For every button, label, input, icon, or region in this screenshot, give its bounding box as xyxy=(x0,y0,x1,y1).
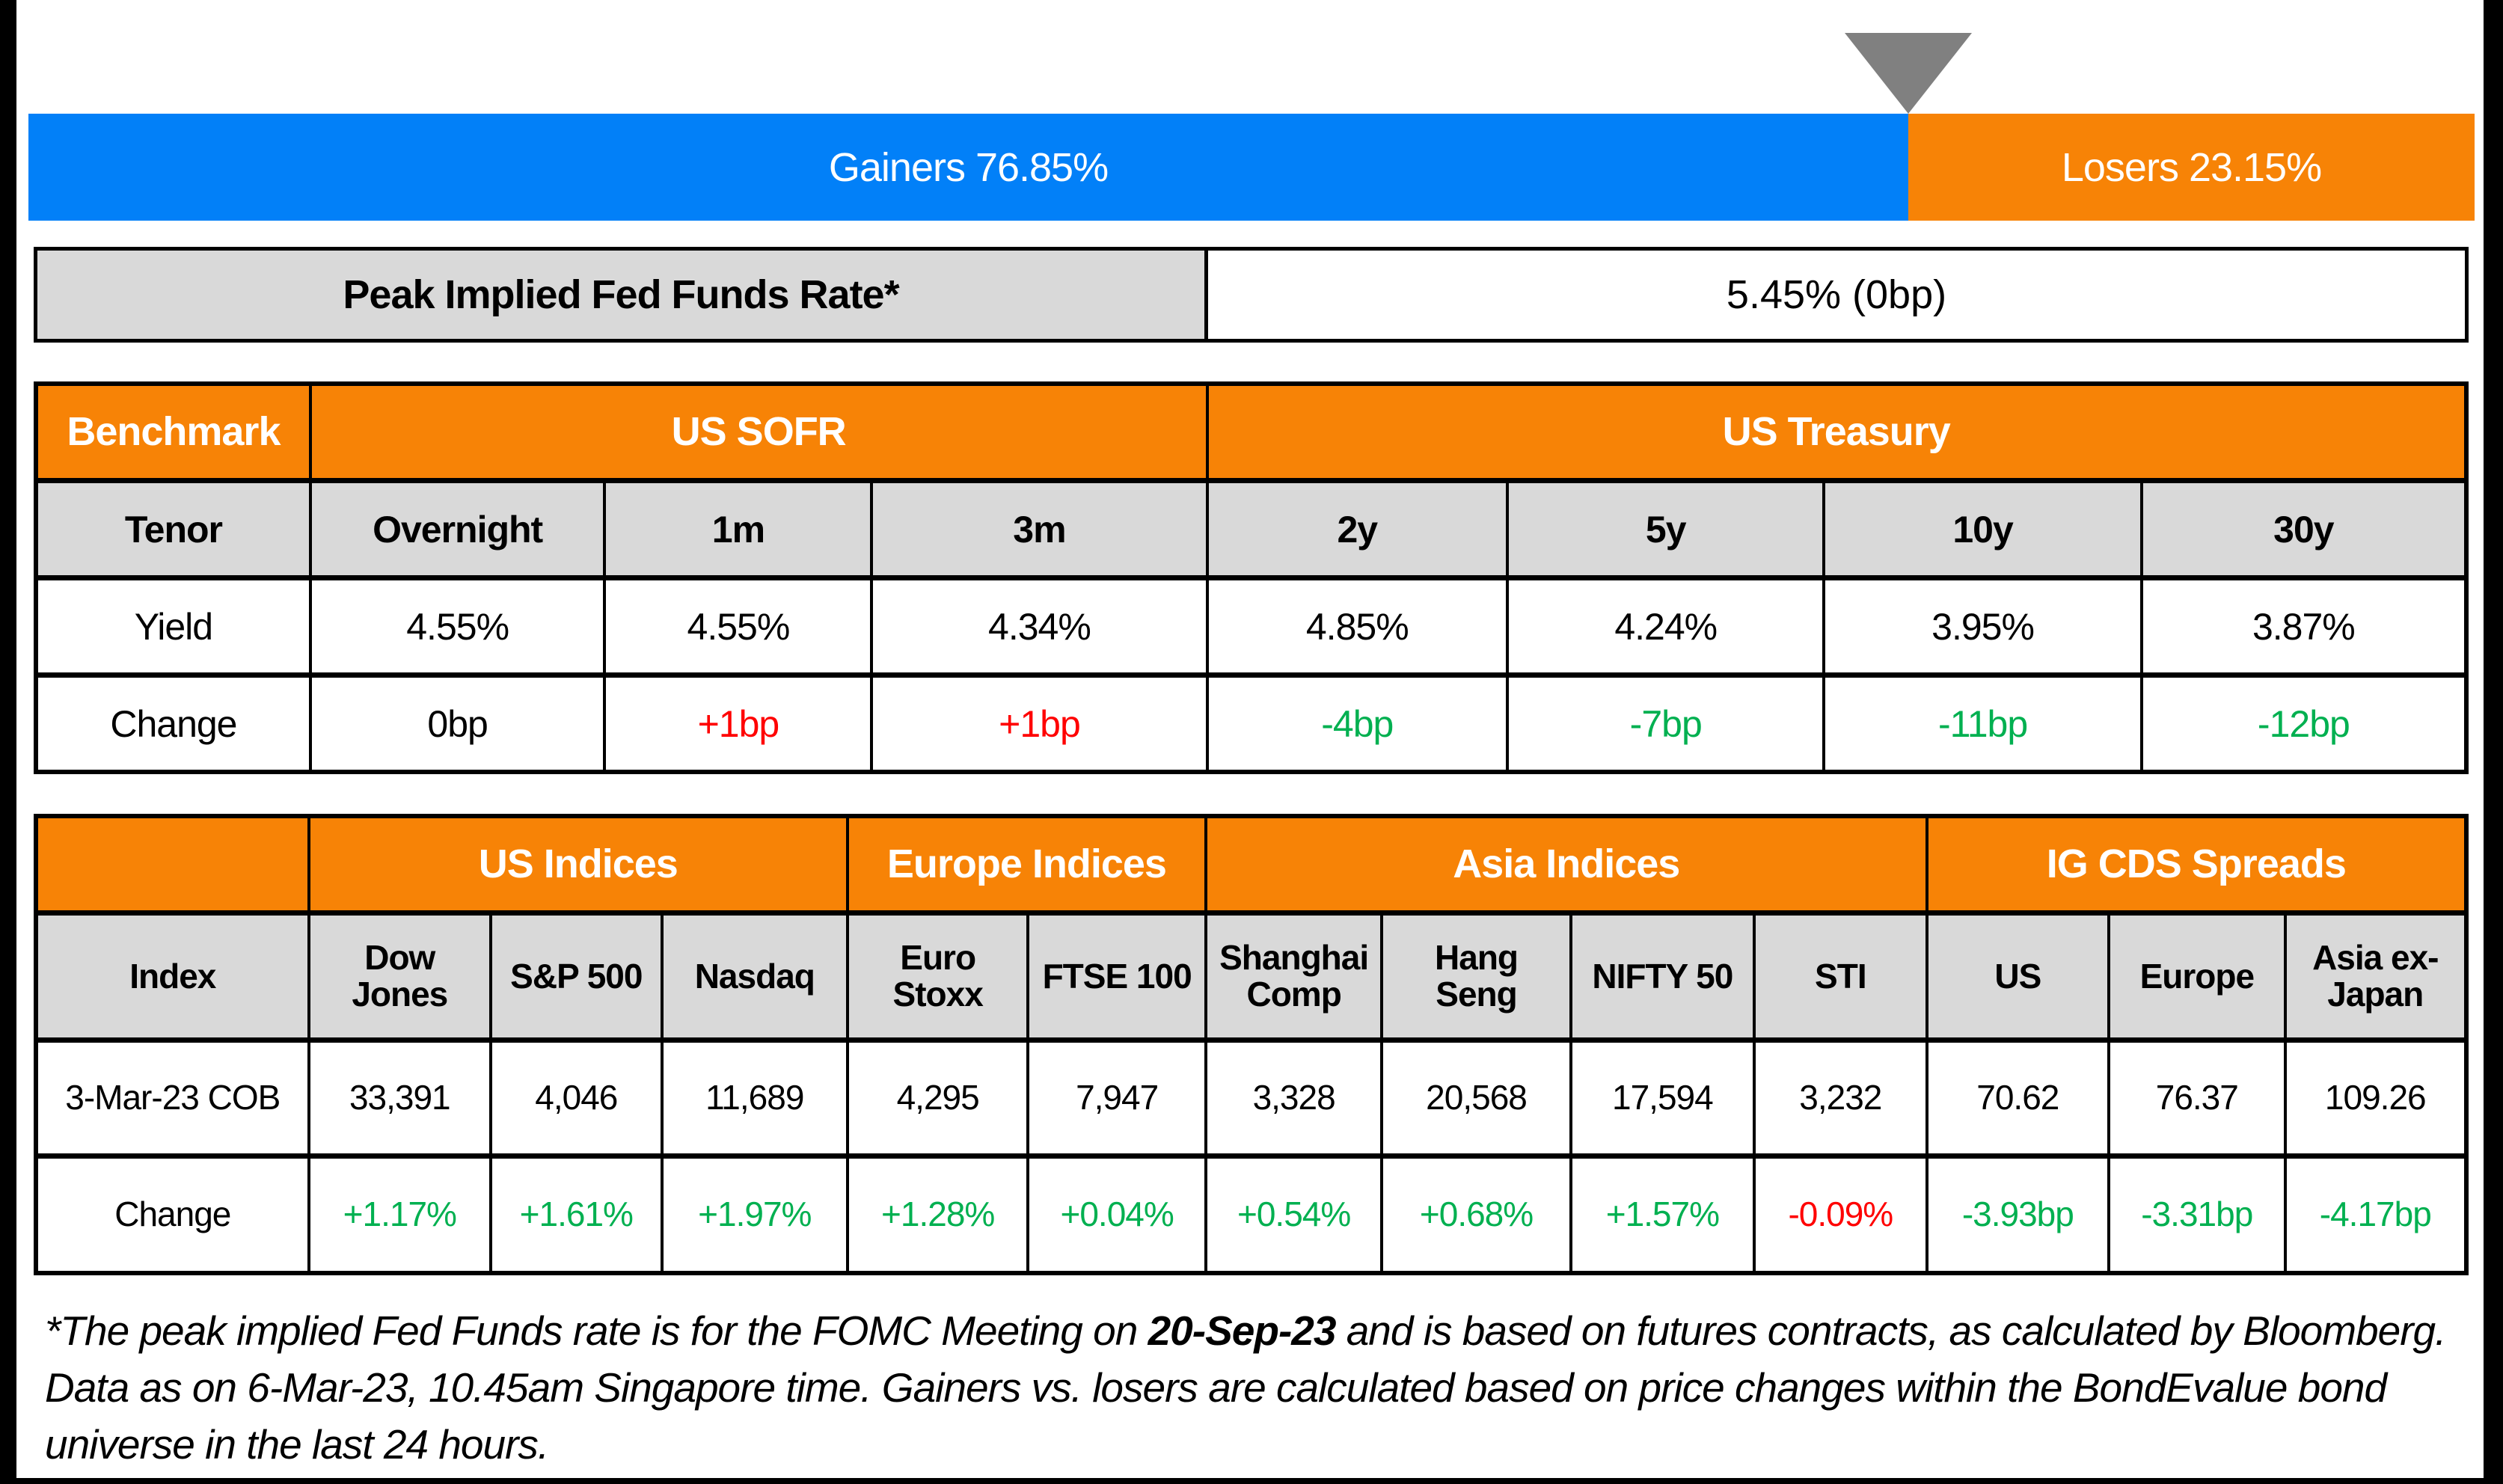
indices-change-value: +1.97% xyxy=(663,1158,846,1271)
benchmark-change-value: -12bp xyxy=(2142,678,2464,770)
peak-fed-funds-value: 5.45% (0bp) xyxy=(1208,251,2465,339)
indices-change-row-label: Change xyxy=(38,1158,307,1271)
benchmark-change-row-label: Change xyxy=(38,678,309,770)
cob-value: 11,689 xyxy=(663,1042,846,1153)
yield-value: 4.24% xyxy=(1509,580,1823,672)
losers-segment: Losers 23.15% xyxy=(1908,114,2475,221)
benchmark-change-value: -11bp xyxy=(1825,678,2140,770)
cob-value: 17,594 xyxy=(1572,1042,1753,1153)
footnote-bold-date: 20-Sep-23 xyxy=(1148,1307,1337,1354)
indices-change-value: +1.57% xyxy=(1572,1158,1753,1271)
frame-edge-bottom xyxy=(0,1478,2503,1484)
group-header-us-treasury: US Treasury xyxy=(1208,386,2464,478)
indices-change-value: +1.28% xyxy=(848,1158,1027,1271)
indices-change-value: +0.68% xyxy=(1383,1158,1569,1271)
gainers-segment: Gainers 76.85% xyxy=(28,114,1908,221)
index-column-header: FTSE 100 xyxy=(1029,915,1204,1037)
index-column-header: S&P 500 xyxy=(492,915,661,1037)
group-header-us-indices: US Indices xyxy=(310,818,846,910)
index-column-header: US xyxy=(1928,915,2108,1037)
group-header-asia-indices: Asia Indices xyxy=(1207,818,1925,910)
tenor-header: 30y xyxy=(2142,483,2464,575)
cob-value: 3,232 xyxy=(1756,1042,1925,1153)
index-column-header: Euro Stoxx xyxy=(848,915,1027,1037)
indices-change-value: +0.04% xyxy=(1029,1158,1204,1271)
tenor-header: 2y xyxy=(1208,483,1507,575)
footnote: *The peak implied Fed Funds rate is for … xyxy=(45,1303,2476,1474)
indices-change-value: +1.61% xyxy=(492,1158,661,1271)
tenor-header: 3m xyxy=(873,483,1206,575)
frame-edge-right xyxy=(2484,0,2503,1484)
cob-value: 109.26 xyxy=(2286,1042,2464,1153)
tenor-header: Overnight xyxy=(311,483,604,575)
group-header-europe-indices: Europe Indices xyxy=(848,818,1204,910)
cob-value: 4,295 xyxy=(848,1042,1027,1153)
index-column-header: Index xyxy=(38,915,307,1037)
indices-change-value: -0.09% xyxy=(1756,1158,1925,1271)
benchmark-change-value: -4bp xyxy=(1208,678,1507,770)
cob-value: 70.62 xyxy=(1928,1042,2108,1153)
tenor-header: 1m xyxy=(606,483,871,575)
index-column-header: STI xyxy=(1756,915,1925,1037)
index-column-header: Hang Seng xyxy=(1383,915,1569,1037)
group-header-ig-cds-spreads: IG CDS Spreads xyxy=(1928,818,2464,910)
benchmark-table: Benchmark US SOFR US Treasury Tenor Over… xyxy=(34,381,2469,774)
benchmark-change-value: 0bp xyxy=(311,678,604,770)
index-column-header: Nasdaq xyxy=(663,915,846,1037)
yield-value: 4.85% xyxy=(1208,580,1507,672)
yield-row-label: Yield xyxy=(38,580,309,672)
index-column-header: Dow Jones xyxy=(310,915,489,1037)
indices-change-value: +0.54% xyxy=(1207,1158,1381,1271)
peak-fed-funds-label: Peak Implied Fed Funds Rate* xyxy=(37,251,1204,339)
benchmark-change-value: +1bp xyxy=(606,678,871,770)
cob-value: 76.37 xyxy=(2110,1042,2284,1153)
indices-change-value: -3.93bp xyxy=(1928,1158,2108,1271)
yield-value: 4.55% xyxy=(311,580,604,672)
footnote-text-1: *The peak implied Fed Funds rate is for … xyxy=(45,1307,1148,1354)
indices-change-value: +1.17% xyxy=(310,1158,489,1271)
benchmark-change-value: -7bp xyxy=(1509,678,1823,770)
cob-value: 3,328 xyxy=(1207,1042,1381,1153)
footnote-text-2: and is based on futures contracts, as ca… xyxy=(45,1307,2446,1468)
index-column-header: Shanghai Comp xyxy=(1207,915,1381,1037)
yield-value: 4.34% xyxy=(873,580,1206,672)
tenor-header: 5y xyxy=(1509,483,1823,575)
benchmark-change-value: +1bp xyxy=(873,678,1206,770)
frame-edge-left xyxy=(0,0,16,1484)
indices-change-value: -4.17bp xyxy=(2286,1158,2464,1271)
indices-change-value: -3.31bp xyxy=(2110,1158,2284,1271)
gainers-losers-bar: Gainers 76.85% Losers 23.15% xyxy=(28,114,2475,221)
indices-corner-header xyxy=(38,818,307,910)
cob-value: 20,568 xyxy=(1383,1042,1569,1153)
benchmark-corner-header: Benchmark xyxy=(38,386,309,478)
gainers-losers-marker-triangle-icon xyxy=(1845,33,1972,114)
cob-value: 4,046 xyxy=(492,1042,661,1153)
group-header-us-sofr: US SOFR xyxy=(311,386,1206,478)
cob-value: 7,947 xyxy=(1029,1042,1204,1153)
yield-value: 3.87% xyxy=(2142,580,2464,672)
tenor-row-label: Tenor xyxy=(38,483,309,575)
peak-fed-funds-row: Peak Implied Fed Funds Rate* 5.45% (0bp) xyxy=(34,247,2469,343)
gainers-label: Gainers 76.85% xyxy=(828,144,1109,190)
cob-row-label: 3-Mar-23 COB xyxy=(38,1042,307,1153)
losers-label: Losers 23.15% xyxy=(2061,144,2322,190)
cob-value: 33,391 xyxy=(310,1042,489,1153)
yield-value: 3.95% xyxy=(1825,580,2140,672)
tenor-header: 10y xyxy=(1825,483,2140,575)
yield-value: 4.55% xyxy=(606,580,871,672)
index-column-header: Europe xyxy=(2110,915,2284,1037)
index-column-header: Asia ex-Japan xyxy=(2286,915,2464,1037)
indices-table: US Indices Europe Indices Asia Indices I… xyxy=(34,814,2469,1275)
index-column-header: NIFTY 50 xyxy=(1572,915,1753,1037)
